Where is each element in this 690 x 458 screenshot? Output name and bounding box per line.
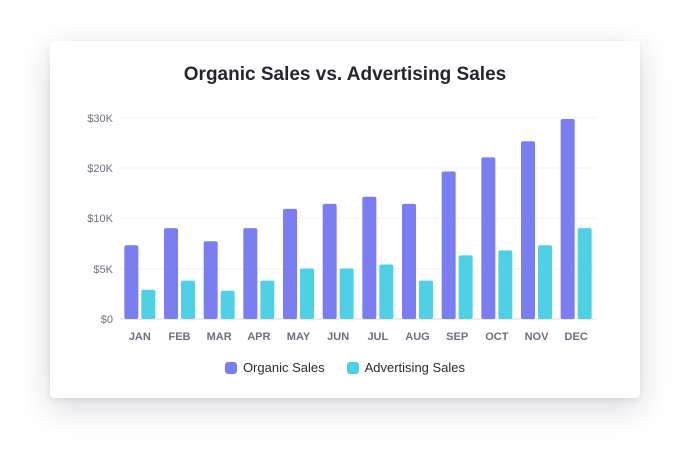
x-tick-label: JAN (129, 331, 151, 343)
y-tick-label: $30K (87, 113, 113, 125)
legend-swatch-organic (224, 361, 237, 374)
y-tick-label: $0 (101, 314, 113, 326)
bar-organic-aug[interactable] (402, 203, 416, 319)
bar-organic-jun[interactable] (322, 203, 337, 319)
bars (124, 119, 592, 320)
x-tick-label: SEP (446, 331, 468, 343)
bar-advertising-nov[interactable] (538, 245, 552, 319)
bar-organic-jul[interactable] (362, 196, 377, 319)
bar-organic-sep[interactable] (441, 171, 456, 319)
x-tick-label: DEC (565, 331, 588, 343)
x-tick-label: APR (247, 331, 270, 343)
y-tick-label: $20K (87, 163, 113, 175)
bar-advertising-jul[interactable] (379, 264, 394, 319)
bar-organic-may[interactable] (283, 208, 297, 319)
bar-advertising-feb[interactable] (181, 280, 195, 319)
x-tick-label: JUL (367, 331, 388, 343)
legend-label-organic: Organic Sales (242, 360, 325, 375)
bar-organic-oct[interactable] (481, 157, 496, 319)
bar-organic-dec[interactable] (560, 119, 575, 320)
bar-advertising-may[interactable] (300, 268, 314, 320)
x-tick-label: AUG (405, 331, 429, 343)
bar-advertising-oct[interactable] (498, 250, 513, 319)
legend-item-advertising[interactable]: Advertising Sales (346, 360, 466, 375)
chart-card (50, 41, 640, 398)
x-tick-label: MAR (207, 331, 232, 343)
x-tick-label: OCT (485, 331, 509, 343)
y-tick-label: $5K (93, 264, 113, 276)
bar-organic-mar[interactable] (203, 241, 218, 319)
chart-title: Organic Sales vs. Advertising Sales (183, 64, 507, 85)
bar-organic-jan[interactable] (124, 245, 139, 319)
legend-swatch-advertising (346, 361, 359, 374)
bar-organic-apr[interactable] (243, 228, 258, 319)
x-axis-ticks: JAN FEB MAR APR MAY JUN JUL AUG SEP OCT NOV DEC (129, 331, 588, 343)
x-tick-label: NOV (525, 331, 550, 343)
legend-label-advertising: Advertising Sales (364, 360, 466, 375)
gridlines (120, 117, 596, 320)
bar-organic-nov[interactable] (521, 141, 535, 319)
x-tick-label: JUN (327, 331, 349, 343)
x-tick-label: MAY (287, 331, 311, 343)
bar-advertising-dec[interactable] (577, 228, 592, 319)
bar-advertising-mar[interactable] (220, 290, 235, 319)
bar-advertising-jun[interactable] (339, 268, 354, 320)
y-tick-label: $10K (87, 213, 113, 225)
bar-advertising-apr[interactable] (260, 280, 275, 319)
legend-item-organic[interactable]: Organic Sales (224, 360, 325, 375)
bar-advertising-aug[interactable] (419, 280, 433, 319)
bar-organic-feb[interactable] (164, 228, 178, 319)
x-tick-label: FEB (169, 331, 191, 343)
bar-advertising-jan[interactable] (141, 289, 156, 319)
bar-advertising-sep[interactable] (458, 255, 473, 319)
legend: Organic Sales Advertising Sales (0, 360, 690, 375)
y-axis-ticks: $0 $5K $10K $20K $30K (87, 113, 113, 326)
